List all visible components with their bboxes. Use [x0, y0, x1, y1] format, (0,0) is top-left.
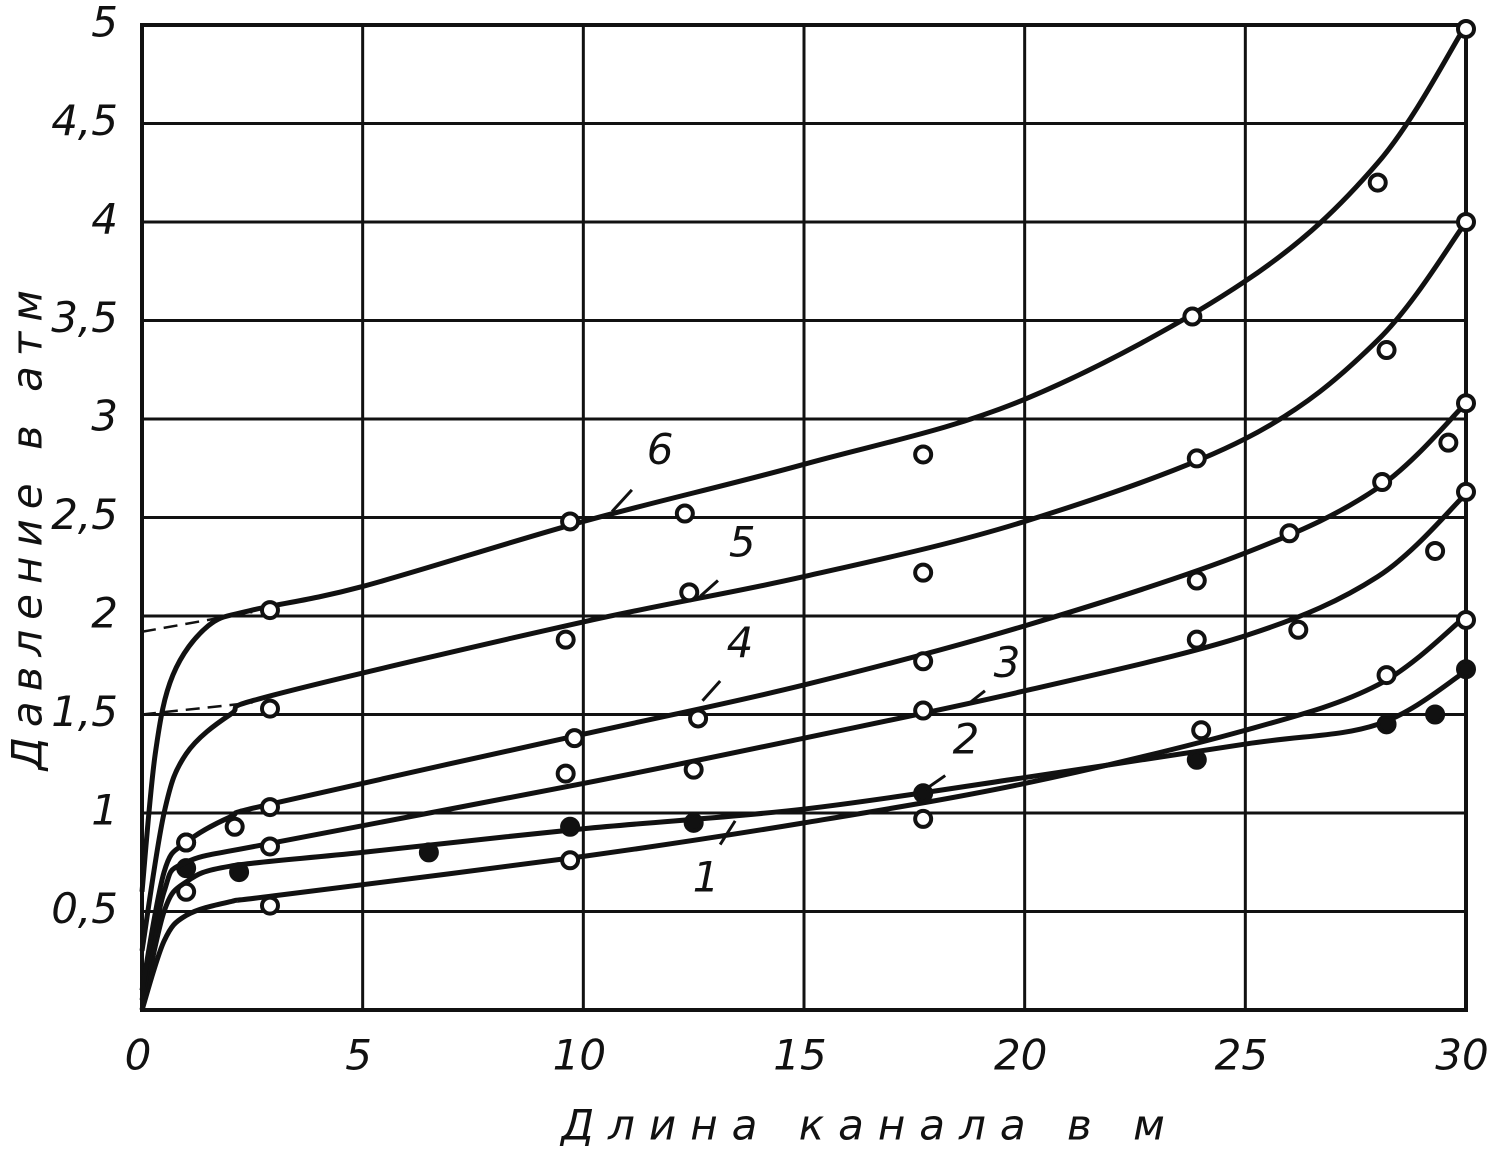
- data-point: [176, 832, 197, 853]
- y-tick-label: 3: [91, 392, 118, 441]
- data-point: [679, 582, 700, 603]
- leader-line: [718, 820, 737, 846]
- curve-label: 4: [727, 618, 754, 667]
- data-point: [1456, 18, 1476, 39]
- y-tick-label: 1: [91, 786, 118, 835]
- data-point: [1376, 714, 1397, 735]
- curve-label: 5: [729, 518, 756, 567]
- curve-label: 3: [994, 638, 1021, 687]
- data-point: [1182, 306, 1203, 327]
- y-tick-label: 2,5: [51, 490, 118, 539]
- data-point: [1425, 540, 1446, 561]
- leader-line: [701, 680, 722, 702]
- data-point: [913, 651, 934, 672]
- data-point: [1186, 570, 1207, 591]
- data-point: [259, 836, 280, 857]
- curve-label: 1: [693, 852, 720, 901]
- data-point: [259, 895, 280, 916]
- data-point: [913, 562, 934, 583]
- data-point: [1186, 448, 1207, 469]
- data-point: [1456, 609, 1476, 630]
- data-point: [913, 808, 934, 829]
- data-point: [564, 728, 585, 749]
- data-point: [555, 763, 576, 784]
- y-tick-label: 3,5: [51, 293, 118, 342]
- x-tick-label: 5: [345, 1031, 372, 1080]
- data-point: [674, 503, 695, 524]
- plot-frame: [140, 23, 1468, 1012]
- data-point: [1186, 629, 1207, 650]
- data-point: [683, 812, 704, 833]
- y-tick-label: 5: [91, 0, 118, 47]
- data-point: [913, 700, 934, 721]
- x-tick-label: 10: [553, 1031, 606, 1080]
- data-point: [1456, 659, 1476, 680]
- y-tick-label: 0,5: [51, 884, 118, 933]
- data-point: [418, 842, 439, 863]
- data-point: [1376, 340, 1397, 361]
- data-point: [259, 600, 280, 621]
- data-point: [1438, 432, 1459, 453]
- x-tick-label: 20: [994, 1031, 1047, 1080]
- curve: [139, 492, 1468, 1001]
- data-point: [560, 816, 581, 837]
- data-point: [229, 862, 250, 883]
- data-point: [1456, 212, 1476, 232]
- curve: [139, 23, 1469, 893]
- y-tick-label: 1,5: [51, 687, 118, 736]
- data-point: [560, 850, 581, 871]
- data-point: [1186, 749, 1207, 770]
- x-tick-label: 30: [1435, 1031, 1488, 1080]
- leader-line: [699, 579, 719, 598]
- x-tick-label: 0: [125, 1031, 152, 1080]
- x-tick-label: 15: [773, 1031, 826, 1080]
- data-point: [1425, 704, 1446, 725]
- dashed-extension: [141, 610, 253, 633]
- data-point: [555, 629, 576, 650]
- data-point: [1288, 619, 1309, 640]
- curve-label: 2: [953, 715, 980, 764]
- data-point: [259, 797, 280, 818]
- curve: [139, 669, 1468, 1011]
- dashed-extension: [141, 701, 253, 716]
- leader-line: [924, 774, 947, 791]
- leader-line: [610, 488, 633, 513]
- data-point: [1367, 172, 1388, 193]
- data-point: [1376, 665, 1397, 686]
- data-point: [259, 698, 280, 719]
- leader-line: [966, 689, 986, 706]
- y-axis-label: Давление в атм: [3, 280, 52, 772]
- data-point: [683, 759, 704, 780]
- data-point: [1279, 523, 1300, 544]
- curve-label: 6: [647, 425, 674, 474]
- data-point: [913, 444, 934, 465]
- y-tick-label: 4: [91, 195, 118, 244]
- data-point: [1456, 481, 1476, 502]
- x-axis-label: Длина канала в м: [559, 1101, 1179, 1150]
- data-point: [688, 708, 709, 729]
- data-point: [1456, 393, 1476, 414]
- y-tick-label: 4,5: [51, 96, 118, 145]
- data-point: [1372, 472, 1393, 493]
- y-tick-label: 2: [91, 589, 118, 638]
- data-point: [560, 511, 581, 532]
- data-point: [1191, 720, 1212, 741]
- curve: [139, 614, 1468, 1011]
- x-tick-label: 25: [1215, 1031, 1268, 1080]
- data-point: [224, 816, 245, 837]
